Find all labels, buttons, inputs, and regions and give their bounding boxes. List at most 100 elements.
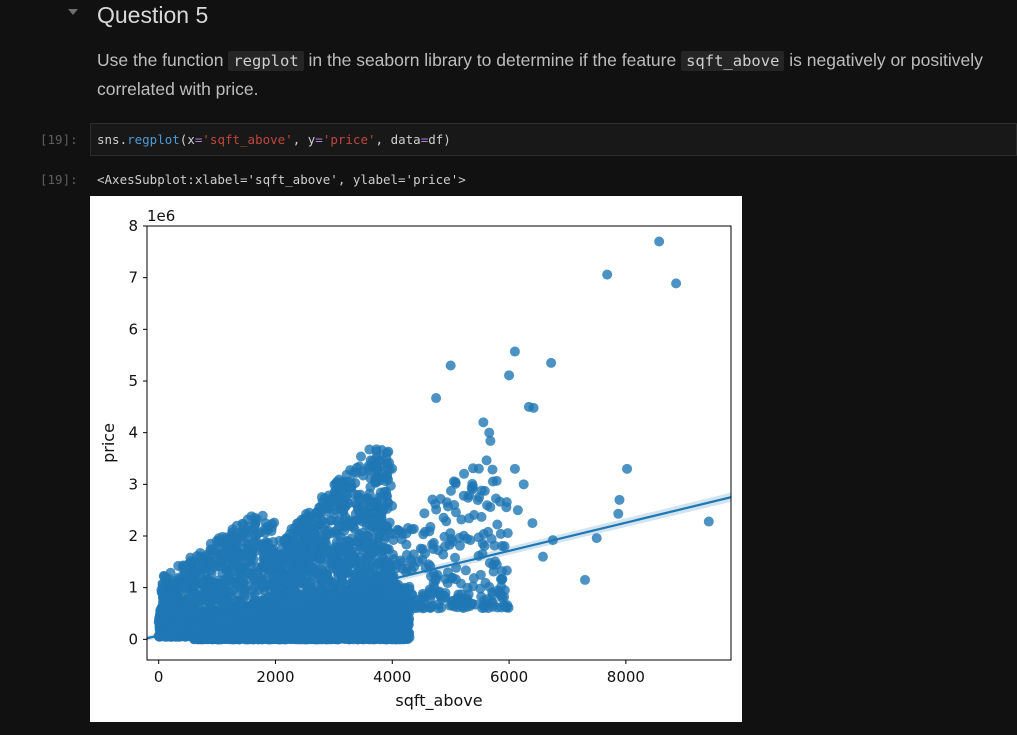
- input-prompt: [19]:: [40, 132, 78, 147]
- scatter-point: [358, 531, 369, 542]
- scatter-point: [486, 533, 497, 544]
- output-prompt: [19]:: [40, 172, 78, 187]
- scatter-point: [179, 606, 190, 617]
- code-token: 'sqft_above': [202, 132, 293, 147]
- scatter-point: [286, 581, 297, 592]
- scatter-point: [371, 446, 382, 457]
- scatter-point: [497, 541, 508, 552]
- scatter-point: [450, 574, 461, 585]
- scatter-point: [294, 562, 305, 573]
- code-token: sns: [97, 132, 120, 147]
- code-token: regplot: [127, 132, 180, 147]
- scatter-point: [476, 511, 487, 522]
- scatter-point: [382, 522, 393, 533]
- scatter-point: [392, 524, 403, 535]
- scatter-point: [257, 574, 268, 585]
- scatter-point: [166, 596, 177, 607]
- scatter-point: [491, 475, 502, 486]
- scatter-point: [335, 536, 346, 547]
- code-token: y: [307, 132, 316, 147]
- plot-output: 0 2000 4000 6000 8000 0 1 2 3 4 5 6 7 8 1e6 sqft_above p…: [90, 196, 742, 722]
- scatter-point: [368, 519, 379, 530]
- scatter-point: [274, 535, 285, 546]
- paragraph-text: is negatively or positively correlated w…: [97, 50, 983, 99]
- scatter-point: [459, 468, 470, 479]
- code-token: ,: [375, 132, 391, 147]
- scatter-point: [334, 474, 345, 485]
- scatter-point: [189, 596, 200, 607]
- scatter-point: [438, 549, 449, 560]
- scatter-point: [258, 566, 269, 577]
- scatter-point: [294, 522, 305, 533]
- scatter-point: [380, 569, 391, 580]
- scatter-point: [445, 528, 456, 539]
- scatter-point: [371, 572, 382, 583]
- scatter-point: [302, 583, 313, 594]
- scatter-point: [271, 577, 282, 588]
- code-line: sns.regplot(x='sqft_above', y='price', d…: [97, 132, 451, 147]
- scatter-point: [223, 584, 234, 595]
- scatter-point: [350, 546, 361, 557]
- scatter-point: [372, 463, 383, 474]
- scatter-point: [482, 594, 493, 605]
- scatter-point: [468, 581, 479, 592]
- output-text: <AxesSubplot:xlabel='sqft_above', ylabel…: [97, 172, 466, 187]
- scatter-point: [417, 544, 428, 555]
- scatter-point: [339, 526, 350, 537]
- scatter-point: [316, 492, 327, 503]
- scatter-point: [501, 602, 512, 613]
- scatter-point: [179, 578, 190, 589]
- scatter-point: [213, 536, 224, 547]
- scatter-point: [254, 584, 265, 595]
- code-token: =: [420, 132, 429, 147]
- scatter-point: [363, 463, 374, 474]
- scatter-point: [197, 578, 208, 589]
- scatter-point: [290, 552, 301, 563]
- scatter-point: [183, 561, 194, 572]
- scatter-point: [308, 524, 319, 535]
- scatter-point: [221, 605, 232, 616]
- scatter-point: [454, 540, 465, 551]
- scatter-point: [450, 478, 461, 489]
- scatter-point: [494, 496, 505, 507]
- code-token: x: [187, 132, 195, 147]
- scatter-point: [355, 451, 366, 462]
- scatter-point: [381, 447, 392, 458]
- code-token: data: [390, 132, 421, 147]
- scatter-point: [231, 520, 242, 531]
- scatter-point: [387, 549, 398, 560]
- scatter-point: [496, 581, 507, 592]
- scatter-point: [445, 485, 456, 496]
- scatter-point: [428, 537, 439, 548]
- collapse-triangle-icon[interactable]: [68, 9, 78, 15]
- scatter-point: [161, 572, 172, 583]
- scatter-point: [478, 529, 489, 540]
- scatter-point: [241, 532, 252, 543]
- scatter-point: [370, 473, 381, 484]
- scatter-point: [357, 516, 368, 527]
- scatter-point: [501, 565, 512, 576]
- scatter-point: [339, 482, 350, 493]
- scatter-point: [395, 555, 406, 566]
- scatter-point: [225, 546, 236, 557]
- scatter-point: [160, 611, 171, 622]
- scatter-point: [438, 512, 449, 523]
- scatter-point: [250, 537, 261, 548]
- scatter-point: [435, 590, 446, 601]
- scatter-point: [477, 538, 488, 549]
- scatter-point: [425, 521, 436, 532]
- scatter-point: [402, 522, 413, 533]
- scatter-point: [316, 514, 327, 525]
- scatter-point: [419, 508, 430, 519]
- scatter-point: [276, 567, 287, 578]
- scatter-point: [465, 535, 476, 546]
- paragraph-text: in the seaborn library to determine if t…: [303, 50, 682, 70]
- code-input-area[interactable]: sns.regplot(x='sqft_above', y='price', d…: [90, 123, 1017, 156]
- scatter-point: [480, 577, 491, 588]
- code-token: df: [428, 132, 444, 147]
- scatter-point: [484, 557, 495, 568]
- scatter-point: [450, 507, 461, 518]
- scatter-point: [259, 524, 270, 535]
- scatter-point: [227, 573, 238, 584]
- scatter-point: [332, 558, 343, 569]
